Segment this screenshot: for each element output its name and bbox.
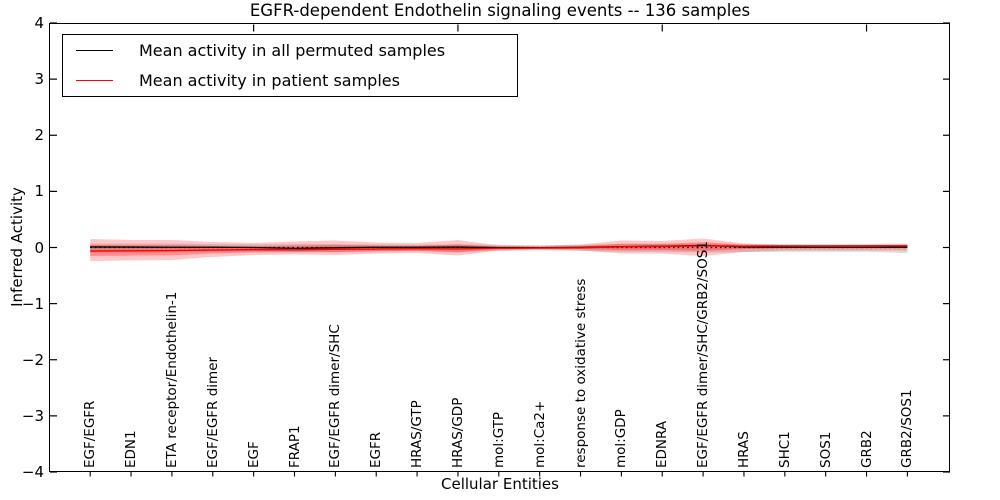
permuted-mean-line xyxy=(90,244,908,249)
x-category-label: SOS1 xyxy=(817,431,834,468)
x-category-label: mol:Ca2+ xyxy=(531,400,548,468)
legend: Mean activity in all permuted samples Me… xyxy=(62,34,518,97)
y-tick-label: −4 xyxy=(21,463,44,481)
chart-title: EGFR-dependent Endothelin signaling even… xyxy=(249,1,751,20)
x-category-label: EDN1 xyxy=(123,430,140,468)
x-category-label: HRAS/GTP xyxy=(409,400,426,468)
x-category-label: ETA receptor/Endothelin-1 xyxy=(163,291,180,468)
x-category-label: mol:GDP xyxy=(613,409,630,468)
y-tick-label: 0 xyxy=(34,238,44,257)
x-category-label: response to oxidative stress xyxy=(572,278,589,468)
y-tick-label: 4 xyxy=(34,14,44,32)
x-category-label: SHC1 xyxy=(776,431,793,468)
x-category-label: EGF/EGFR dimer/SHC xyxy=(327,324,344,468)
x-category-label: HRAS xyxy=(735,431,752,468)
x-category-label: GRB2 xyxy=(858,430,875,468)
x-category-label: FRAP1 xyxy=(286,425,303,468)
patient-std-band-outer xyxy=(90,238,908,262)
y-tick-label: −1 xyxy=(21,294,44,313)
x-category-label: EGF xyxy=(245,441,262,468)
x-category-label: HRAS/GDP xyxy=(449,397,466,468)
x-category-label: EGF/EGFR xyxy=(82,400,99,468)
permuted-line-swatch xyxy=(76,50,113,51)
y-tick-label: −2 xyxy=(21,350,44,369)
patient-line-swatch xyxy=(76,80,113,81)
x-category-label: EGF/EGFR dimer/SHC/GRB2/SOS1 xyxy=(695,241,712,468)
legend-item-permuted: Mean activity in all permuted samples xyxy=(63,37,517,65)
x-category-label: EGFR xyxy=(368,431,385,468)
y-tick-label: 3 xyxy=(34,70,44,89)
y-tick-label: 2 xyxy=(34,126,44,145)
y-tick-label: −3 xyxy=(21,406,44,425)
y-tick-label: 1 xyxy=(34,182,44,201)
x-category-label: EDNRA xyxy=(654,420,671,468)
x-category-label: GRB2/SOS1 xyxy=(899,389,916,468)
legend-label-patient: Mean activity in patient samples xyxy=(139,70,400,90)
plot-area-border xyxy=(49,23,950,472)
patient-mean-line xyxy=(90,245,908,252)
x-category-label: mol:GTP xyxy=(490,411,507,468)
legend-item-patient: Mean activity in patient samples xyxy=(63,67,517,95)
legend-label-permuted: Mean activity in all permuted samples xyxy=(139,40,446,60)
x-axis-label: Cellular Entities xyxy=(441,475,559,493)
x-category-label: EGF/EGFR dimer xyxy=(204,356,221,468)
